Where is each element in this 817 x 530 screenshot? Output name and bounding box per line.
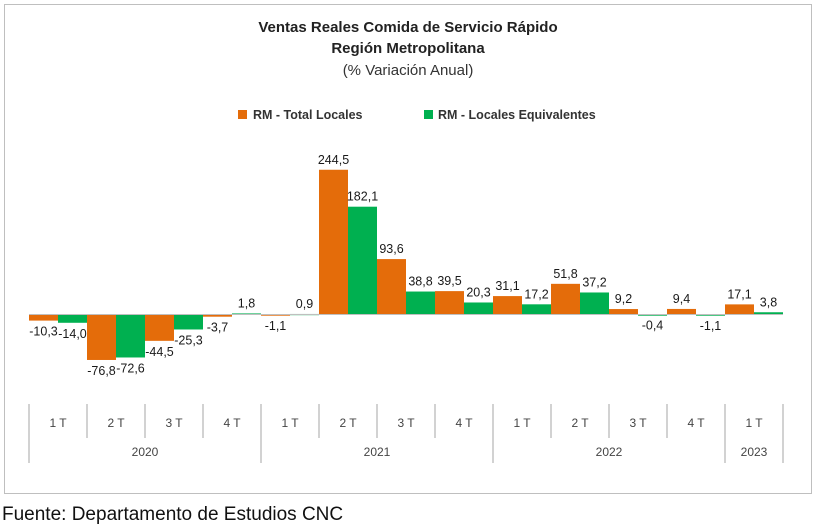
data-label-total-locales-1: -76,8 bbox=[87, 364, 116, 378]
tick-label-7: 4 T bbox=[455, 416, 473, 430]
data-label-total-locales-4: -1,1 bbox=[265, 319, 287, 333]
data-label-locales-equivalentes-2: -25,3 bbox=[174, 333, 203, 347]
data-label-total-locales-0: -10,3 bbox=[29, 325, 58, 339]
bar-total-locales-3 bbox=[203, 314, 232, 317]
data-label-locales-equivalentes-5: 182,1 bbox=[347, 190, 378, 204]
data-label-locales-equivalentes-4: 0,9 bbox=[296, 297, 313, 311]
chart-title: Ventas Reales Comida de Servicio Rápido bbox=[258, 19, 557, 36]
bar-total-locales-7 bbox=[435, 291, 464, 315]
bar-total-locales-5 bbox=[319, 169, 348, 315]
tick-label-5: 2 T bbox=[339, 416, 357, 430]
bar-locales-equivalentes-0 bbox=[58, 314, 87, 323]
tick-label-6: 3 T bbox=[397, 416, 415, 430]
bar-locales-equivalentes-5 bbox=[348, 206, 377, 315]
tick-label-3: 4 T bbox=[223, 416, 241, 430]
tick-label-0: 1 T bbox=[49, 416, 67, 430]
chart-frame bbox=[4, 4, 812, 494]
bar-locales-equivalentes-9 bbox=[580, 292, 609, 315]
tick-label-2: 3 T bbox=[165, 416, 183, 430]
bars-layer: -10,3 -76,8 -44,5 -3,7 -1,1 244,5 93,6 39,5 31,1… bbox=[29, 153, 783, 378]
bar-total-locales-9 bbox=[551, 283, 580, 315]
data-label-total-locales-6: 93,6 bbox=[379, 242, 403, 256]
legend-label-total-locales: RM - Total Locales bbox=[253, 108, 363, 122]
data-label-total-locales-2: -44,5 bbox=[145, 345, 174, 359]
bar-total-locales-2 bbox=[145, 314, 174, 341]
bar-total-locales-8 bbox=[493, 296, 522, 315]
tick-label-4: 1 T bbox=[281, 416, 299, 430]
legend-swatch-locales-equivalentes bbox=[424, 110, 433, 119]
bar-total-locales-11 bbox=[667, 308, 696, 315]
tick-label-10: 3 T bbox=[629, 416, 647, 430]
bar-locales-equivalentes-7 bbox=[464, 302, 493, 315]
tick-label-12: 1 T bbox=[745, 416, 763, 430]
chart-subtitle: Región Metropolitana bbox=[331, 40, 485, 57]
data-label-locales-equivalentes-9: 37,2 bbox=[582, 275, 606, 289]
bar-locales-equivalentes-2 bbox=[174, 314, 203, 330]
legend-label-locales-equivalentes: RM - Locales Equivalentes bbox=[438, 108, 596, 122]
data-label-total-locales-12: 17,1 bbox=[727, 287, 751, 301]
chart-subtitle-units: (% Variación Anual) bbox=[343, 62, 474, 79]
data-label-locales-equivalentes-1: -72,6 bbox=[116, 361, 145, 375]
bar-locales-equivalentes-11 bbox=[696, 314, 725, 316]
category-axis: 1 T 2 T 3 T 4 T 1 T 2 T 3 T 4 T 1 T 2 T 3 T 4 T 1 T 2… bbox=[28, 314, 784, 463]
data-label-locales-equivalentes-11: -1,1 bbox=[700, 319, 722, 333]
data-label-total-locales-7: 39,5 bbox=[437, 274, 461, 288]
tick-label-8: 1 T bbox=[513, 416, 531, 430]
tick-label-1: 2 T bbox=[107, 416, 125, 430]
source-note: Fuente: Departamento de Estudios CNC bbox=[2, 504, 344, 525]
data-label-locales-equivalentes-10: -0,4 bbox=[642, 319, 664, 333]
legend-swatch-total-locales bbox=[238, 110, 247, 119]
year-label-0: 2020 bbox=[132, 445, 159, 459]
data-label-total-locales-9: 51,8 bbox=[553, 267, 577, 281]
bar-locales-equivalentes-1 bbox=[116, 314, 145, 358]
data-label-locales-equivalentes-7: 20,3 bbox=[466, 285, 490, 299]
bar-locales-equivalentes-6 bbox=[406, 291, 435, 315]
data-label-total-locales-3: -3,7 bbox=[207, 321, 229, 335]
bar-total-locales-0 bbox=[29, 314, 58, 321]
tick-label-9: 2 T bbox=[571, 416, 589, 430]
bar-total-locales-4 bbox=[261, 314, 290, 316]
bar-total-locales-12 bbox=[725, 304, 754, 315]
bar-total-locales-1 bbox=[87, 314, 116, 360]
bar-total-locales-10 bbox=[609, 309, 638, 315]
data-label-total-locales-10: 9,2 bbox=[615, 292, 632, 306]
bar-locales-equivalentes-10 bbox=[638, 314, 667, 316]
bar-locales-equivalentes-12 bbox=[754, 312, 783, 315]
data-label-locales-equivalentes-8: 17,2 bbox=[524, 287, 548, 301]
data-label-total-locales-11: 9,4 bbox=[673, 292, 690, 306]
data-label-locales-equivalentes-6: 38,8 bbox=[408, 275, 432, 289]
data-label-locales-equivalentes-12: 3,8 bbox=[760, 295, 777, 309]
year-label-1: 2021 bbox=[364, 445, 391, 459]
bar-total-locales-6 bbox=[377, 259, 406, 315]
data-label-locales-equivalentes-3: 1,8 bbox=[238, 296, 255, 310]
tick-label-11: 4 T bbox=[687, 416, 705, 430]
year-label-2: 2022 bbox=[596, 445, 623, 459]
data-label-locales-equivalentes-0: -14,0 bbox=[58, 327, 87, 341]
data-label-total-locales-5: 244,5 bbox=[318, 153, 349, 167]
bar-locales-equivalentes-8 bbox=[522, 304, 551, 315]
data-label-total-locales-8: 31,1 bbox=[495, 279, 519, 293]
year-label-3: 2023 bbox=[741, 445, 768, 459]
